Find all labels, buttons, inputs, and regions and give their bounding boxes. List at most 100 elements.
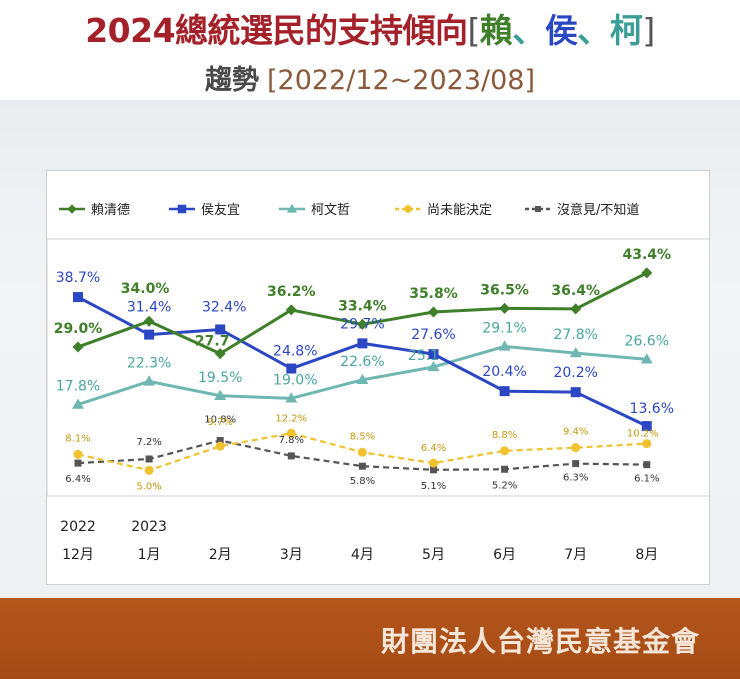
- series-3-point-3: [214, 389, 227, 400]
- series-5-point-5: [358, 462, 366, 470]
- series-1-label-4: 36.2%: [267, 284, 316, 300]
- legend-label-1: 賴清德: [91, 203, 130, 218]
- series-2-label-4: 24.8%: [273, 344, 317, 360]
- x-year-label-2: 2023: [131, 519, 167, 535]
- series-5-point-4: [287, 452, 295, 460]
- series-3-label-7: 29.1%: [482, 320, 526, 336]
- series-5-point-8: [572, 460, 580, 468]
- series-1-point-7: [499, 302, 511, 314]
- page-title: 2024總統選民的支持傾向[賴、侯、柯]: [0, 4, 740, 52]
- series-5-label-1: 6.4%: [65, 474, 90, 485]
- series-4-label-6: 6.4%: [421, 443, 446, 454]
- series-4-point-3: [215, 441, 225, 451]
- x-tick-label-4: 3月: [280, 547, 303, 563]
- series-2-point-9: [641, 421, 652, 432]
- series-3-label-1: 17.8%: [56, 379, 100, 395]
- series-5-point-9: [643, 461, 651, 469]
- legend-marker-4: [404, 205, 412, 213]
- series-5-label-2: 7.2%: [136, 437, 161, 448]
- series-2-label-8: 20.2%: [553, 365, 597, 381]
- series-5-label-8: 6.3%: [563, 473, 588, 484]
- subtitle-range: [2022/12~2023/08]: [266, 65, 536, 96]
- legend-label-2: 侯友宜: [201, 202, 240, 218]
- series-4-label-4: 12.2%: [275, 413, 307, 424]
- series-4-point-1: [73, 449, 83, 459]
- series-2-label-6: 27.6%: [411, 327, 455, 343]
- series-3-label-5: 22.6%: [340, 354, 384, 370]
- series-2-label-2: 31.4%: [127, 300, 171, 316]
- series-3-label-9: 26.6%: [625, 333, 669, 349]
- series-1-label-2: 34.0%: [121, 281, 170, 297]
- series-4-point-9: [642, 439, 652, 449]
- series-2-point-1: [73, 292, 83, 303]
- x-tick-label-1: 12月: [62, 547, 94, 563]
- series-4-label-5: 8.5%: [350, 431, 375, 442]
- x-year-label-1: 2022: [60, 519, 96, 535]
- x-tick-label-7: 6月: [493, 547, 516, 563]
- series-1-point-2: [143, 315, 155, 327]
- title-name-ko: 柯: [609, 11, 643, 50]
- series-2-point-2: [144, 329, 155, 340]
- series-3-label-2: 22.3%: [127, 355, 171, 371]
- series-5-point-7: [501, 465, 509, 473]
- x-tick-label-2: 1月: [138, 547, 161, 563]
- series-2-label-5: 29.7%: [340, 316, 384, 332]
- series-5-point-3: [216, 436, 224, 444]
- legend-marker-3: [286, 203, 298, 213]
- series-5-label-4: 7.8%: [279, 435, 304, 446]
- series-3-point-7: [498, 340, 511, 351]
- title-main: 2024總統選民的支持傾向: [85, 11, 468, 50]
- series-1-point-1: [72, 341, 84, 353]
- series-3-point-5: [356, 373, 369, 385]
- series-3-point-9: [640, 353, 653, 364]
- series-3-point-1: [72, 398, 84, 409]
- series-5-label-5: 5.8%: [350, 476, 375, 487]
- series-4-label-1: 8.1%: [65, 433, 90, 444]
- series-4-label-3: 9.7%: [207, 417, 232, 428]
- series-2-label-7: 20.4%: [482, 364, 526, 380]
- series-line-5: [77, 439, 647, 471]
- series-1-label-1: 29.0%: [54, 321, 103, 337]
- series-1-point-9: [641, 267, 653, 279]
- series-5-label-9: 6.1%: [634, 474, 659, 485]
- series-5-point-2: [145, 455, 153, 463]
- series-1-point-8: [570, 303, 582, 315]
- footer-org-name: 財團法人台灣民意基金會: [380, 625, 700, 658]
- series-4-point-2: [144, 465, 154, 475]
- legend-label-4: 尚未能決定: [427, 203, 492, 218]
- series-1-point-4: [285, 304, 297, 316]
- series-2-point-8: [570, 387, 581, 398]
- title-name-lai: 賴: [479, 11, 513, 50]
- series-3-point-8: [569, 347, 582, 358]
- series-4-label-8: 9.4%: [563, 427, 588, 438]
- series-5-label-7: 5.2%: [492, 480, 517, 491]
- series-4-point-4: [286, 428, 296, 438]
- title-separator-2: 、: [577, 11, 610, 50]
- series-3-label-3: 19.5%: [198, 370, 242, 386]
- title-name-hou: 侯: [544, 11, 578, 50]
- series-2-point-7: [499, 386, 510, 397]
- series-1-point-6: [428, 306, 439, 318]
- series-3-point-2: [143, 375, 156, 386]
- series-5-label-6: 5.1%: [421, 481, 446, 492]
- series-3-point-6: [427, 360, 440, 372]
- chart-container: 賴清德 侯友宜 柯文哲 尚未能決定 沒意見/不知道 6.4% 7.2% 10.8% 7.8% 5.…: [46, 170, 710, 585]
- series-2-point-3: [215, 324, 226, 335]
- series-4-point-7: [500, 446, 510, 456]
- legend-marker-1: [67, 204, 77, 214]
- series-1-label-8: 36.4%: [551, 283, 600, 299]
- legend-marker-5: [535, 206, 541, 212]
- line-chart: 賴清德 侯友宜 柯文哲 尚未能決定 沒意見/不知道 6.4% 7.2% 10.8% 7.8% 5.…: [46, 202, 709, 563]
- series-3-label-4: 19.0%: [273, 372, 317, 388]
- series-4-point-5: [357, 447, 367, 457]
- series-2-label-9: 13.6%: [630, 401, 674, 417]
- series-2-point-5: [357, 338, 368, 349]
- title-bracket-open: [: [467, 11, 481, 50]
- x-tick-label-6: 5月: [422, 547, 445, 563]
- page-subtitle: 趨勢 [2022/12~2023/08]: [0, 58, 740, 97]
- series-4-label-9: 10.2%: [627, 429, 659, 440]
- x-tick-label-3: 2月: [209, 547, 232, 563]
- legend-marker-2: [177, 204, 187, 214]
- series-1-label-9: 43.4%: [623, 247, 672, 263]
- series-1-point-5: [356, 318, 368, 330]
